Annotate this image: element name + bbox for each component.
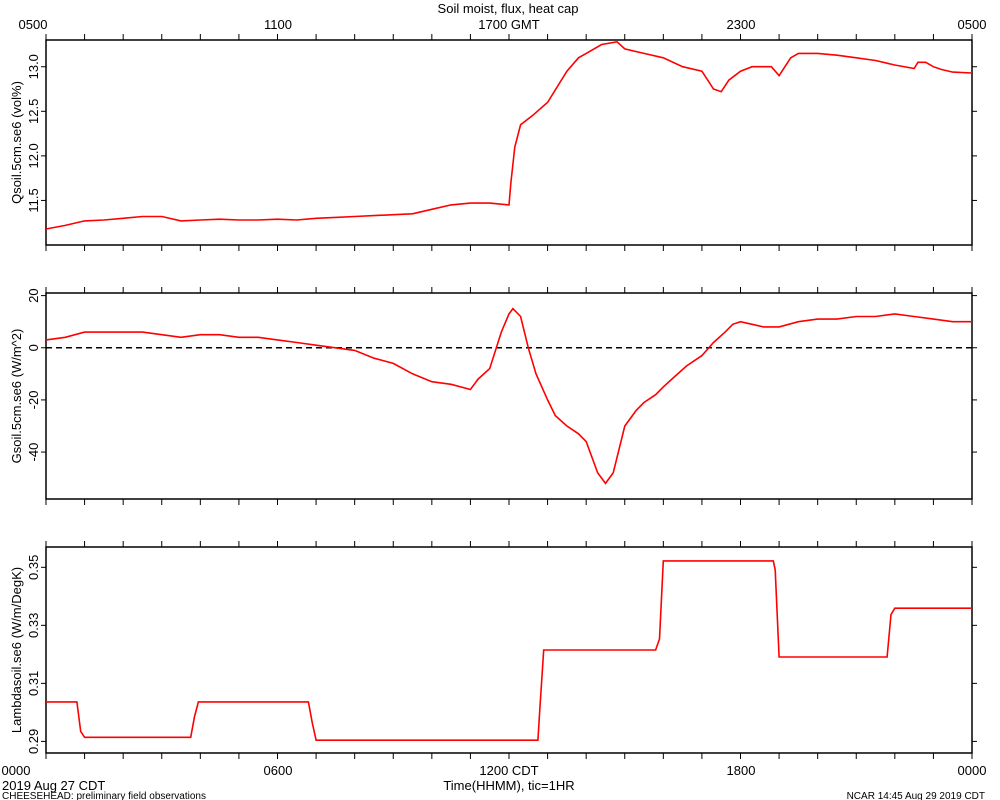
plot-frame [45,39,973,246]
top-tick-label: 0500 [958,17,987,32]
bottom-axis-labels: 0000 0600 1200 CDT 1800 0000 [2,763,987,778]
series-line [45,307,972,485]
bottom-tick-label: 0000 [2,763,31,778]
bottom-tick-label: 1200 CDT [479,763,538,778]
top-tick-label: 1700 GMT [478,17,539,32]
y-tick-label: 13.0 [26,54,41,79]
plot-frame [45,292,973,500]
y-tick-label: 0.33 [26,613,41,638]
y-axis-label: Gsoil.5cm.se6 (W/m^2) [9,329,24,464]
series-line [46,560,972,742]
y-tick-label: -20 [26,391,41,410]
y-tick-label: 0.29 [26,729,41,754]
top-axis-labels: 0500 1100 1700 GMT 2300 0500 [19,17,987,32]
footer-right: NCAR 14:45 Aug 29 2019 CDT [847,791,985,800]
y-tick-label: 0 [26,344,41,351]
footer-left: CHEESEHEAD: preliminary field observatio… [2,791,206,800]
y-tick-label: 0.31 [26,671,41,696]
y-tick-label: 0.35 [26,555,41,580]
start-date-label: 2019 Aug 27 CDT [2,778,105,793]
top-tick-label: 0500 [19,17,48,32]
y-tick-label: 12.0 [26,143,41,168]
bottom-tick-label: 0000 [958,763,987,778]
y-tick-label: 20 [26,288,41,302]
y-tick-label: 12.5 [26,99,41,124]
chart-title: Soil moist, flux, heat cap [438,1,579,16]
bottom-tick-label: 0600 [264,763,293,778]
y-axis-label: Qsoil.5cm.se6 (vol%) [9,81,24,204]
y-tick-label: -40 [26,443,41,462]
top-tick-label: 2300 [727,17,756,32]
y-axis-label: Lambdasoil.se6 (W/m/DegK) [9,567,24,733]
x-axis-label: Time(HHMM), tic=1HR [443,778,574,793]
series-line [45,40,973,230]
top-tick-label: 1100 [264,17,292,32]
y-tick-label: 11.5 [26,188,41,212]
bottom-tick-label: 1800 [727,763,756,778]
plot-frame [45,546,973,754]
